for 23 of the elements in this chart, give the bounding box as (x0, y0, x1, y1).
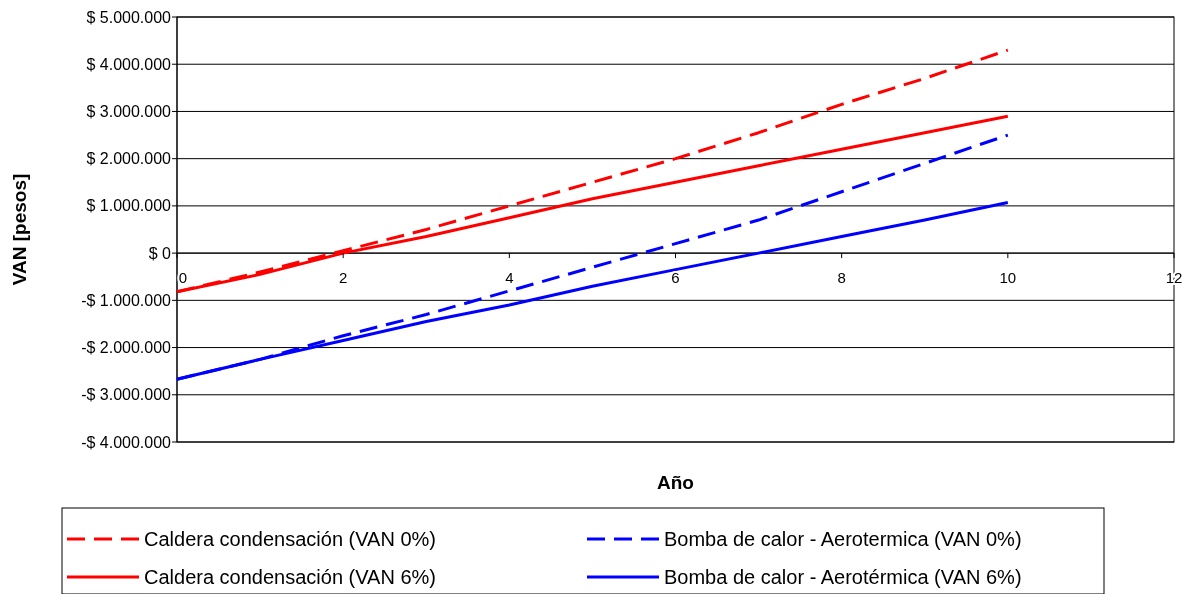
legend-label: Bomba de calor - Aerotérmica (VAN 6%) (664, 566, 1022, 588)
y-tick-label: $ 1.000.000 (86, 197, 172, 215)
y-tick-label: -$ 1.000.000 (81, 291, 172, 309)
x-tick-label: 2 (338, 269, 348, 287)
y-tick-label: $ 5.000.000 (86, 8, 172, 26)
y-tick-label: -$ 4.000.000 (81, 433, 172, 451)
legend-label: Caldera condensación (VAN 6%) (144, 566, 437, 588)
x-tick-label: 10 (999, 269, 1017, 287)
y-tick-label: $ 3.000.000 (86, 103, 172, 121)
x-tick-label: 4 (505, 269, 514, 287)
y-tick-label: -$ 3.000.000 (81, 386, 172, 404)
legend-label: Caldera condensación (VAN 0%) (144, 528, 437, 550)
x-tick-label: 0 (178, 269, 188, 287)
legend-label: Bomba de calor - Aerotermica (VAN 0%) (664, 528, 1022, 550)
x-tick-label: 8 (837, 269, 846, 287)
y-tick-label: $ 4.000.000 (86, 55, 172, 73)
y-axis-title: VAN [pesos] (9, 173, 30, 286)
x-tick-label: 12 (1165, 269, 1183, 287)
x-axis-title: Año (657, 472, 694, 493)
y-tick-label: $ 2.000.000 (86, 150, 172, 168)
y-tick-label: $ 0 (148, 244, 172, 262)
x-tick-label: 6 (671, 269, 680, 287)
y-tick-label: -$ 2.000.000 (81, 339, 172, 357)
